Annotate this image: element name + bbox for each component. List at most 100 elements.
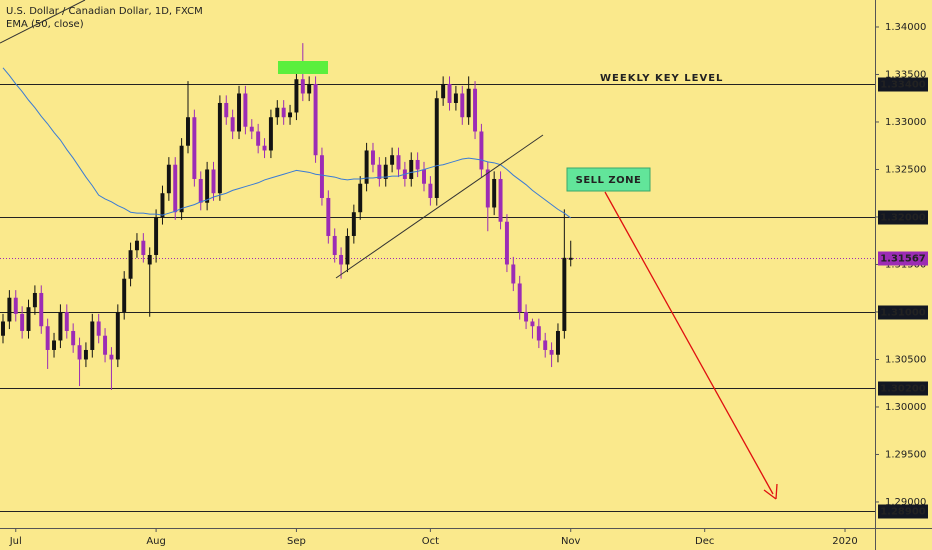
candle-body (20, 313, 25, 331)
candle-body (237, 93, 241, 132)
candle-body (166, 164, 171, 194)
highlight-box (278, 61, 328, 74)
x-tick-label: Dec (695, 536, 714, 547)
candle-body (415, 159, 420, 170)
level-label: 1.33400 (880, 80, 926, 91)
candle-body (186, 117, 190, 146)
candle-body (517, 283, 522, 312)
x-tick-label: 2020 (832, 536, 857, 547)
candle-body (319, 155, 324, 198)
candle-body (441, 83, 446, 99)
candle-body (383, 164, 388, 179)
candle-body (134, 240, 139, 251)
candle-body (83, 349, 88, 360)
candle-body (549, 349, 554, 355)
ema-line (2, 67, 572, 219)
candle-body (377, 164, 382, 179)
level-label: 1.28900 (880, 507, 926, 518)
candle-body (428, 183, 433, 198)
candle-body (524, 311, 529, 322)
candle-body (492, 178, 497, 208)
candle-body (498, 178, 503, 222)
candle-body (460, 93, 465, 118)
candle-body (479, 131, 484, 170)
x-tick-label: Nov (561, 536, 581, 547)
candle-body (103, 335, 108, 355)
candle-body (364, 150, 369, 184)
candle-body (109, 354, 114, 360)
candle-body (543, 340, 548, 350)
candle-body (307, 83, 312, 94)
trend-line (335, 134, 544, 279)
candle-body (58, 311, 63, 341)
candle-body (485, 169, 490, 208)
candle-body (294, 79, 299, 113)
candle-body (562, 257, 567, 331)
candle-body (447, 83, 452, 103)
candle-body (345, 235, 350, 265)
candle-body (243, 93, 248, 127)
level-label-box (878, 305, 928, 320)
candle-body (128, 250, 133, 279)
arrow-head (763, 483, 778, 500)
candle-body (275, 107, 280, 118)
candle-body (13, 297, 18, 314)
candle-body (256, 131, 261, 146)
candle-body (39, 292, 44, 327)
annotation: WEEKLY KEY LEVEL (600, 73, 723, 84)
candle-body (358, 183, 363, 213)
candle-body (224, 102, 229, 118)
candle-body (262, 145, 267, 151)
candle-body (351, 212, 356, 236)
candles (1, 43, 573, 390)
candle-body (396, 155, 401, 170)
candle-body (230, 117, 235, 132)
candle-body (77, 345, 82, 360)
candle-body (313, 83, 318, 156)
last-price-box (878, 251, 928, 266)
candle-body (530, 321, 535, 327)
candle-body (211, 169, 216, 194)
candle-body (339, 254, 344, 265)
candle-body (71, 330, 76, 346)
candle-body (370, 150, 375, 165)
candle-body (90, 321, 95, 350)
candle-body (173, 164, 178, 213)
candle-body (52, 340, 57, 350)
y-tick-label: 1.29500 (885, 449, 926, 460)
candle-body (422, 169, 426, 184)
candle-body (326, 197, 331, 236)
y-tick-label: 1.30500 (885, 354, 926, 365)
arrow (604, 191, 774, 495)
candle-body (154, 216, 159, 255)
y-tick-label: 1.32500 (885, 164, 926, 175)
candle-body (249, 126, 254, 132)
candle-body (1, 321, 5, 336)
sell-zone-box (566, 167, 651, 192)
level-label: 1.31000 (880, 308, 926, 319)
levels (0, 84, 875, 512)
candle-body (473, 88, 478, 132)
candle-body (192, 117, 197, 179)
candle-body (32, 292, 37, 308)
candle-body (147, 254, 152, 265)
candle-body (300, 79, 305, 94)
x-tick-label: Sep (287, 536, 306, 547)
level-label-box (878, 381, 928, 396)
level-label: 1.30200 (880, 384, 926, 395)
drawings: WEEKLY KEY LEVEL SELL ZONE (0, 0, 778, 500)
candle-body (160, 193, 165, 217)
y-tick-label: 1.29000 (885, 497, 926, 508)
candle-body (141, 240, 146, 255)
candle-body (390, 155, 395, 165)
candle-body (288, 112, 293, 118)
candle-body (96, 321, 101, 336)
axis-labels: 1.29000 1.29500 1.30000 1.30500 1.31000 1.315… (9, 22, 928, 547)
trend-line (0, 0, 86, 44)
legend-entry: EMA (50, close) (6, 19, 84, 30)
y-tick-label: 1.33500 (885, 69, 926, 80)
level-label: 1.32000 (880, 213, 926, 224)
